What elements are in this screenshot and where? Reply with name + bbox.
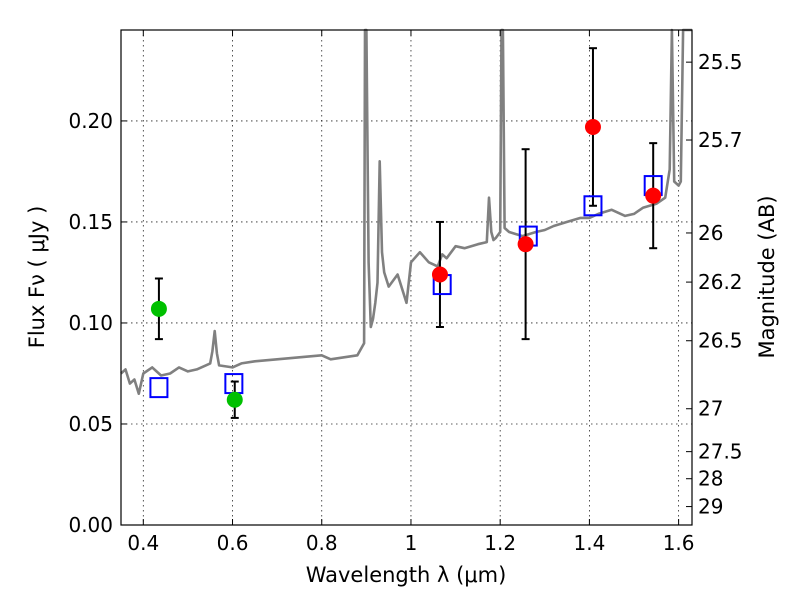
y-tick-label: 0.15 xyxy=(68,210,113,234)
model-spectrum-line xyxy=(120,28,692,395)
x-tick-label: 1.2 xyxy=(484,531,516,555)
data-points-layer xyxy=(149,47,663,419)
x-tick-label: 1 xyxy=(405,531,418,555)
y-tick-label: 0.10 xyxy=(68,311,113,335)
model-spectrum-layer xyxy=(120,28,692,395)
axis-ticks: 0.4 0.6 0.8 1 1.2 1.4 1.6 0.00 0.05 0.10 0.15 0.20 2… xyxy=(68,30,743,555)
mag-tick-label: 27.5 xyxy=(698,440,743,464)
model-photometry-square xyxy=(149,377,169,399)
photometry-point xyxy=(431,266,448,283)
y-tick-label: 0.05 xyxy=(68,412,113,436)
photometry-point xyxy=(645,187,662,204)
y-tick-label: 0.00 xyxy=(68,513,113,537)
photometry-point xyxy=(584,118,601,135)
plot-background xyxy=(121,30,692,525)
mag-tick-label: 25.7 xyxy=(698,128,743,152)
photometry-point xyxy=(517,236,534,253)
mag-tick-label: 25.5 xyxy=(698,50,743,74)
mag-tick-label: 26 xyxy=(698,221,723,245)
photometry-point xyxy=(150,300,167,317)
mag-tick-label: 27 xyxy=(698,397,723,421)
plot-frame xyxy=(120,29,693,526)
model-photometry-square xyxy=(583,195,603,217)
x-tick-label: 1.6 xyxy=(663,531,695,555)
mag-tick-label: 26.5 xyxy=(698,329,743,353)
x-axis-title: Wavelength λ (μm) xyxy=(306,563,507,587)
right-axis-title: Magnitude (AB) xyxy=(755,195,779,358)
x-tick-label: 0.8 xyxy=(306,531,338,555)
photometry-point xyxy=(226,391,243,408)
y-axis-title: Flux Fν ( μJy ) xyxy=(25,206,49,349)
mag-tick-label: 28 xyxy=(698,467,723,491)
y-tick-label: 0.20 xyxy=(68,109,113,133)
x-tick-label: 1.4 xyxy=(573,531,605,555)
x-tick-label: 0.4 xyxy=(127,531,159,555)
x-tick-label: 0.6 xyxy=(217,531,249,555)
mag-tick-label: 29 xyxy=(698,495,723,519)
mag-tick-label: 26.2 xyxy=(698,270,743,294)
